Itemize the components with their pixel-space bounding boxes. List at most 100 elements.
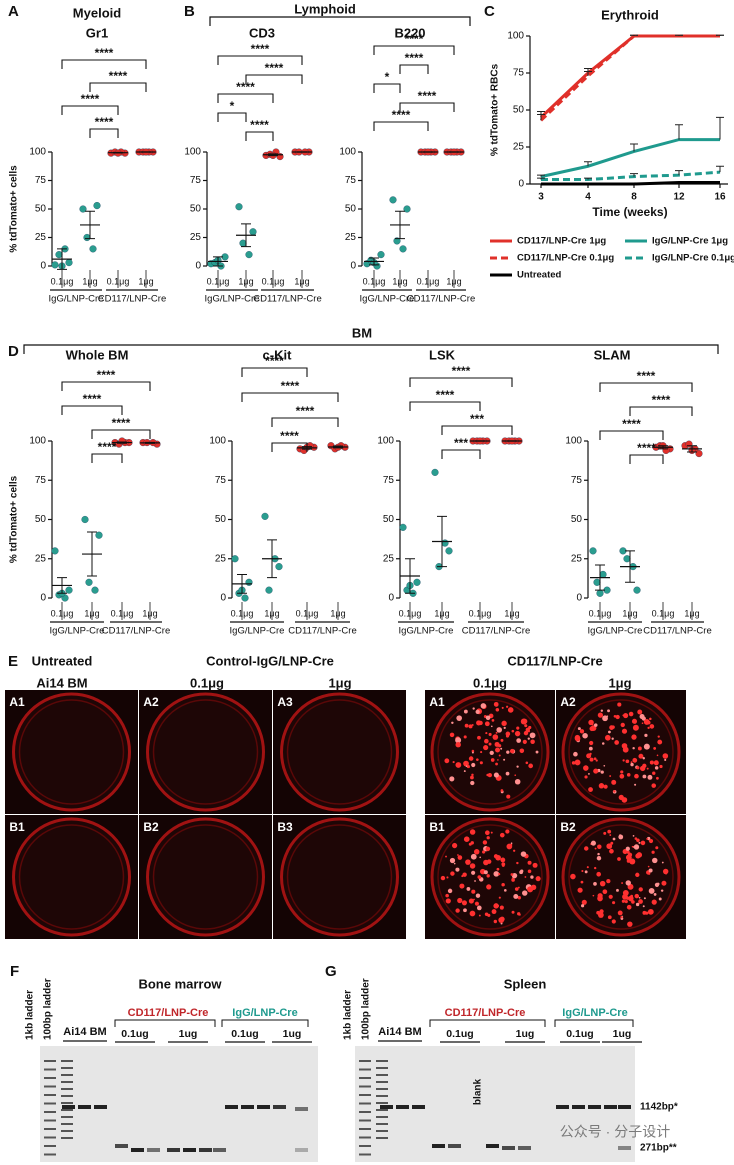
colony xyxy=(607,709,611,713)
colony xyxy=(474,880,476,882)
colony xyxy=(639,714,645,720)
x-tick-label: 0.1μg xyxy=(399,608,422,618)
group-name: CD117/LNP-Cre xyxy=(445,1007,526,1019)
colony xyxy=(643,897,646,900)
colony xyxy=(477,876,480,879)
colony xyxy=(588,787,593,792)
gel-band xyxy=(556,1105,569,1109)
watermark: 公众号 · 分子设计 xyxy=(560,1124,670,1140)
significance-label: **** xyxy=(81,92,100,106)
x-tick-label: 1μg xyxy=(504,608,519,618)
data-point xyxy=(445,547,453,555)
colony xyxy=(661,880,667,886)
colony xyxy=(657,739,663,745)
colony xyxy=(596,871,602,877)
dose-label: 0.1ug xyxy=(121,1028,148,1040)
colony xyxy=(651,850,655,854)
colony xyxy=(621,899,626,903)
gel-band xyxy=(604,1105,617,1109)
x-tick-label: 0.1μg xyxy=(589,608,612,618)
colony xyxy=(463,908,467,913)
colony xyxy=(447,888,453,894)
error-bar xyxy=(87,531,97,577)
error-bar xyxy=(687,445,697,453)
x-tick-label: 1μg xyxy=(434,608,449,618)
colony xyxy=(525,761,529,765)
colony xyxy=(598,912,604,918)
dose-label: 1ug xyxy=(613,1028,632,1040)
colony xyxy=(516,861,519,865)
colony xyxy=(581,904,585,908)
colony xyxy=(492,734,499,740)
gel-band xyxy=(486,1144,499,1148)
data-point xyxy=(231,555,239,563)
y-tick-label: 50 xyxy=(35,514,47,525)
colony xyxy=(633,844,640,850)
colony xyxy=(574,759,581,766)
y-tick-label: 100 xyxy=(565,436,582,447)
colony xyxy=(499,916,505,922)
x-tick-label: 1μg xyxy=(82,276,97,286)
plate-rim-inner xyxy=(18,824,125,930)
colony xyxy=(606,843,613,850)
colony xyxy=(466,887,471,891)
y-tick-label: 50 xyxy=(190,204,202,215)
colony xyxy=(484,912,489,916)
chart-subtitle: SLAM xyxy=(594,347,631,362)
significance-bracket xyxy=(91,453,123,463)
error-bar xyxy=(537,113,545,121)
error-bar xyxy=(57,577,67,594)
colony xyxy=(574,735,581,742)
colony xyxy=(471,889,476,894)
y-tick-label: 50 xyxy=(513,105,525,116)
colony xyxy=(652,771,656,775)
colony xyxy=(655,846,659,850)
colony xyxy=(660,889,664,892)
plate-rim-inner xyxy=(152,824,259,930)
gel-band xyxy=(62,1105,75,1109)
colony xyxy=(646,767,649,770)
error-bar xyxy=(584,177,592,180)
data-point xyxy=(413,578,421,586)
significance-bracket xyxy=(91,429,151,439)
group-bracket xyxy=(554,1019,634,1027)
colony xyxy=(463,836,470,842)
x-tick-label: 12 xyxy=(673,192,685,203)
significance-label: **** xyxy=(251,42,270,56)
error-bar xyxy=(630,173,638,177)
colony xyxy=(577,727,581,731)
significance-label: **** xyxy=(83,392,102,406)
error-bar xyxy=(584,161,592,167)
colony xyxy=(593,882,597,886)
colony xyxy=(465,765,468,768)
colony xyxy=(513,893,519,899)
x-axis-label: Time (weeks) xyxy=(592,205,667,219)
colony xyxy=(510,873,514,876)
colony xyxy=(497,759,499,761)
ladder-band xyxy=(61,1074,73,1076)
colony xyxy=(456,715,462,721)
error-bar xyxy=(675,34,683,36)
y-tick-label: 100 xyxy=(184,147,201,158)
error-bar xyxy=(716,116,724,140)
panel-label: G xyxy=(325,963,337,980)
colony xyxy=(463,760,469,767)
colony xyxy=(627,852,633,857)
colony xyxy=(647,908,654,915)
dose-label: 1ug xyxy=(516,1028,535,1040)
band-size-label: 271bp** xyxy=(640,1143,677,1154)
colony xyxy=(600,770,604,774)
colony xyxy=(646,837,649,840)
group-label: IgG/LNP-Cre xyxy=(49,294,104,305)
colony xyxy=(636,838,640,843)
colony xyxy=(658,897,662,901)
significance-bracket xyxy=(217,93,274,103)
colony xyxy=(494,741,500,747)
ladder-band xyxy=(44,1111,56,1113)
colony xyxy=(525,727,530,733)
dose-label: 0.1ug xyxy=(446,1028,473,1040)
data-point xyxy=(377,251,385,259)
colony xyxy=(500,922,503,925)
dose-label: 0.1μg xyxy=(473,675,507,690)
y-tick-label: 0 xyxy=(388,593,394,604)
